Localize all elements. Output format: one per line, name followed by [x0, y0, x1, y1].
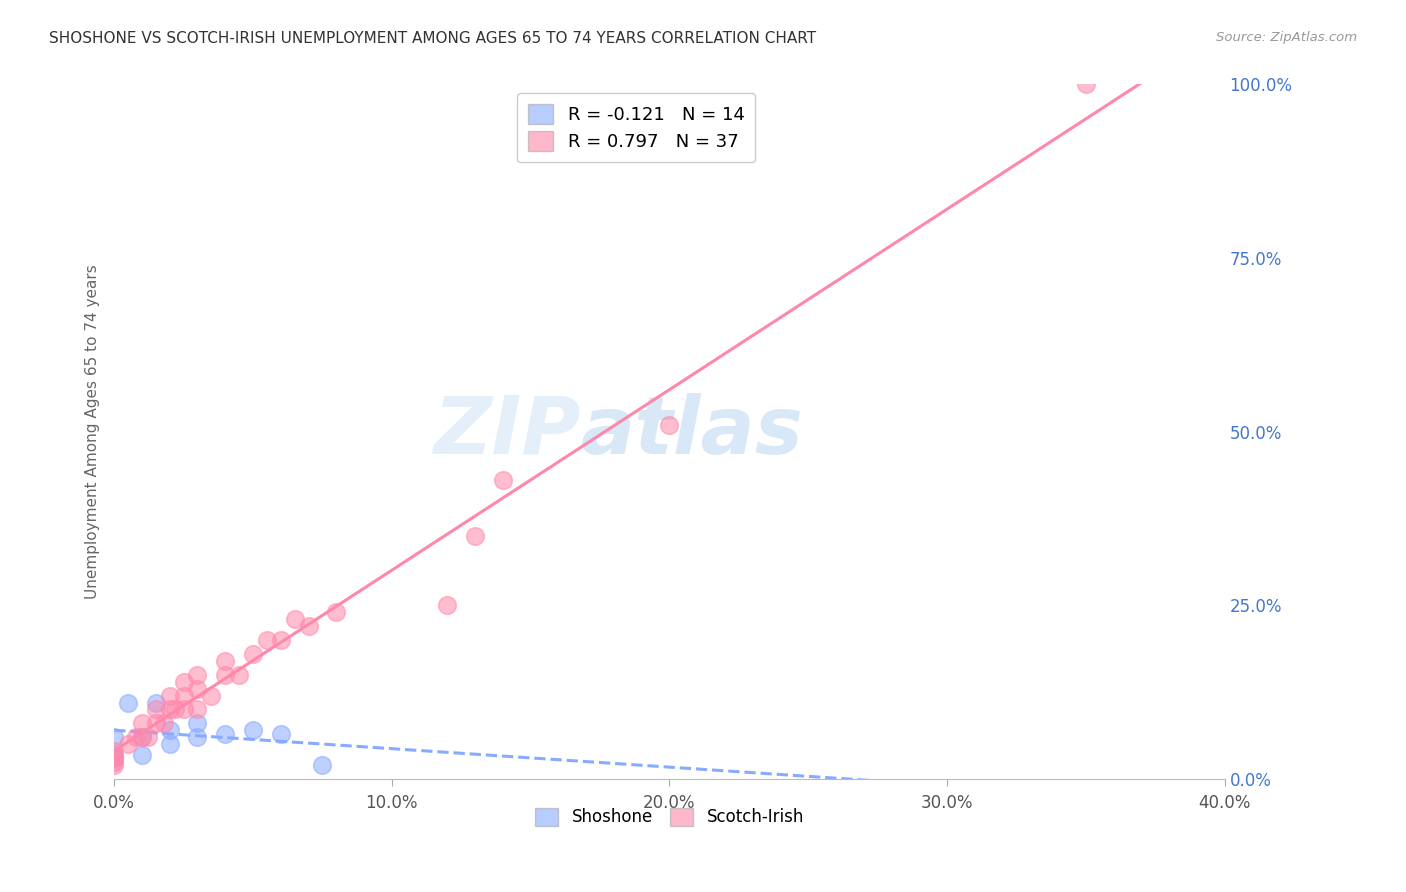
Point — [145, 696, 167, 710]
Point — [103, 731, 125, 745]
Point — [173, 674, 195, 689]
Point — [131, 731, 153, 745]
Point — [311, 758, 333, 772]
Point — [284, 612, 307, 626]
Text: Source: ZipAtlas.com: Source: ZipAtlas.com — [1216, 31, 1357, 45]
Point — [214, 667, 236, 681]
Point — [214, 727, 236, 741]
Point — [270, 727, 292, 741]
Y-axis label: Unemployment Among Ages 65 to 74 years: Unemployment Among Ages 65 to 74 years — [86, 264, 100, 599]
Point — [256, 633, 278, 648]
Point — [159, 723, 181, 738]
Point — [1074, 78, 1097, 92]
Point — [136, 731, 159, 745]
Point — [165, 702, 187, 716]
Point — [103, 747, 125, 762]
Point — [103, 744, 125, 758]
Point — [214, 654, 236, 668]
Point — [173, 702, 195, 716]
Point — [131, 716, 153, 731]
Point — [242, 723, 264, 738]
Point — [200, 689, 222, 703]
Point — [159, 689, 181, 703]
Legend: Shoshone, Scotch-Irish: Shoshone, Scotch-Irish — [529, 801, 810, 833]
Point — [186, 702, 208, 716]
Point — [125, 731, 148, 745]
Point — [117, 696, 139, 710]
Point — [186, 731, 208, 745]
Point — [103, 751, 125, 765]
Point — [186, 667, 208, 681]
Point — [492, 473, 515, 487]
Text: atlas: atlas — [581, 392, 803, 471]
Point — [103, 755, 125, 769]
Point — [145, 702, 167, 716]
Point — [103, 751, 125, 765]
Point — [159, 702, 181, 716]
Point — [173, 689, 195, 703]
Point — [270, 633, 292, 648]
Point — [297, 619, 319, 633]
Point — [228, 667, 250, 681]
Point — [436, 599, 458, 613]
Point — [159, 737, 181, 751]
Text: ZIP: ZIP — [433, 392, 581, 471]
Point — [103, 758, 125, 772]
Point — [145, 716, 167, 731]
Point — [464, 529, 486, 543]
Point — [658, 417, 681, 432]
Point — [131, 731, 153, 745]
Point — [117, 737, 139, 751]
Point — [325, 605, 347, 619]
Point — [131, 747, 153, 762]
Point — [186, 716, 208, 731]
Text: SHOSHONE VS SCOTCH-IRISH UNEMPLOYMENT AMONG AGES 65 TO 74 YEARS CORRELATION CHAR: SHOSHONE VS SCOTCH-IRISH UNEMPLOYMENT AM… — [49, 31, 817, 46]
Point — [153, 716, 176, 731]
Point — [242, 647, 264, 661]
Point — [186, 681, 208, 696]
